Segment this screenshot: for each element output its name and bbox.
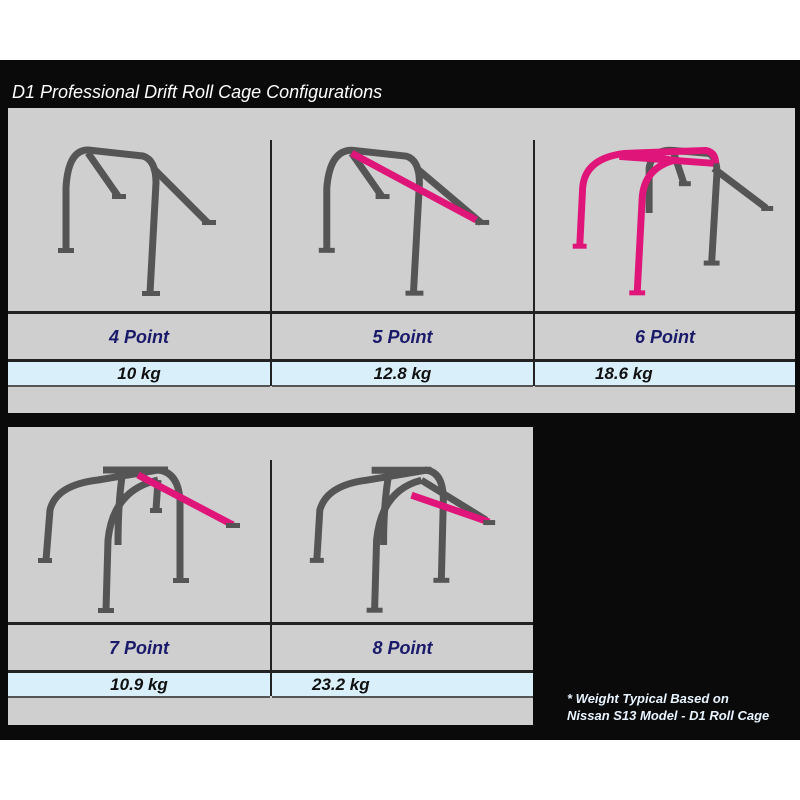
footnote-line2: Nissan S13 Model - D1 Roll Cage (567, 708, 770, 723)
config-weight: 12.8 kg (272, 359, 533, 387)
config-label: 4 Point (8, 311, 270, 360)
footnote: * Weight Typical Based on Nissan S13 Mod… (567, 690, 769, 724)
config-weight: 10.9 kg (8, 670, 270, 698)
divider (270, 460, 272, 696)
config-label: 6 Point (535, 311, 795, 360)
cage-8-point-image (272, 440, 533, 625)
page-title: D1 Professional Drift Roll Cage Configur… (12, 82, 383, 102)
cage-5-point-image (272, 108, 533, 308)
config-label: 5 Point (272, 311, 533, 360)
config-weight: 18.6 kg (535, 359, 795, 387)
divider (533, 140, 535, 386)
config-weight: 23.2 kg (272, 670, 533, 698)
divider (270, 140, 272, 386)
config-weight: 10 kg (8, 359, 270, 387)
cage-4-point-image (8, 108, 270, 308)
cage-6-point-image (535, 108, 795, 308)
config-label: 8 Point (272, 622, 533, 671)
cage-7-point-image (8, 440, 270, 625)
footnote-line1: * Weight Typical Based on (567, 691, 729, 706)
config-label: 7 Point (8, 622, 270, 671)
